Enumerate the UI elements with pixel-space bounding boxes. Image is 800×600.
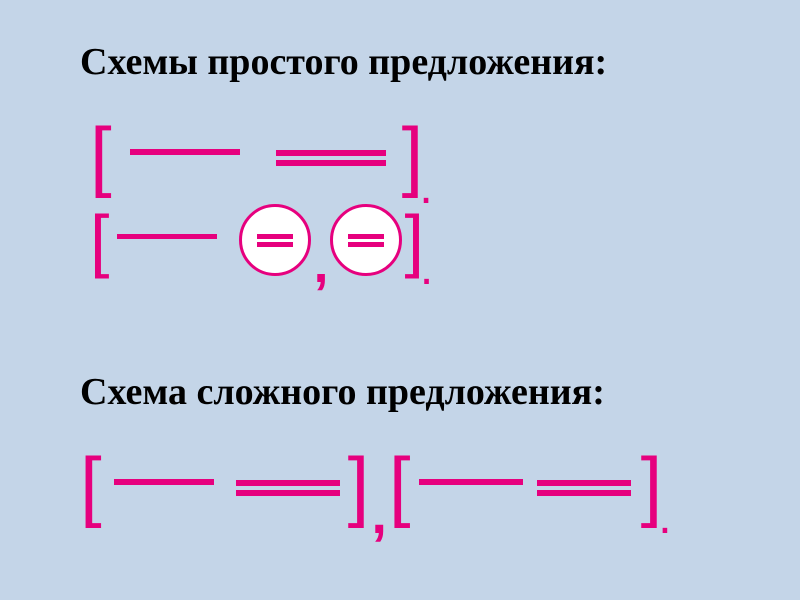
- open-bracket: [: [389, 440, 411, 531]
- subject-line: [114, 479, 214, 485]
- schema-simple-1: [ .dbl-r1::before{border-bottom-width:6p…: [90, 110, 433, 201]
- schema-complex: [ ] , [ ] .: [80, 440, 672, 531]
- title-simple-sentence: Схемы простого предложения:: [80, 40, 607, 84]
- title-complex-sentence: Схема сложного предложения:: [80, 370, 605, 414]
- predicate-line: [236, 480, 340, 496]
- predicate-line: [537, 480, 631, 496]
- subject-line: [130, 149, 240, 155]
- predicate-double-line: [348, 234, 384, 247]
- period: .: [420, 241, 433, 296]
- subject-line: [117, 234, 217, 239]
- open-bracket: [: [80, 440, 102, 531]
- open-bracket: [: [90, 200, 109, 280]
- predicate-line: .dbl-r1::before{border-bottom-width:6px;…: [276, 150, 386, 166]
- predicate-circle-2: [330, 204, 402, 276]
- subject-line: [419, 479, 523, 485]
- predicate-circle-1: [239, 204, 311, 276]
- comma: ,: [313, 233, 328, 295]
- schema-simple-2: [ , ] .: [90, 200, 433, 280]
- open-bracket: [: [90, 110, 112, 201]
- comma: ,: [371, 481, 387, 546]
- predicate-double-line: [257, 234, 293, 247]
- period: .: [658, 490, 671, 545]
- close-bracket: ]: [348, 440, 370, 531]
